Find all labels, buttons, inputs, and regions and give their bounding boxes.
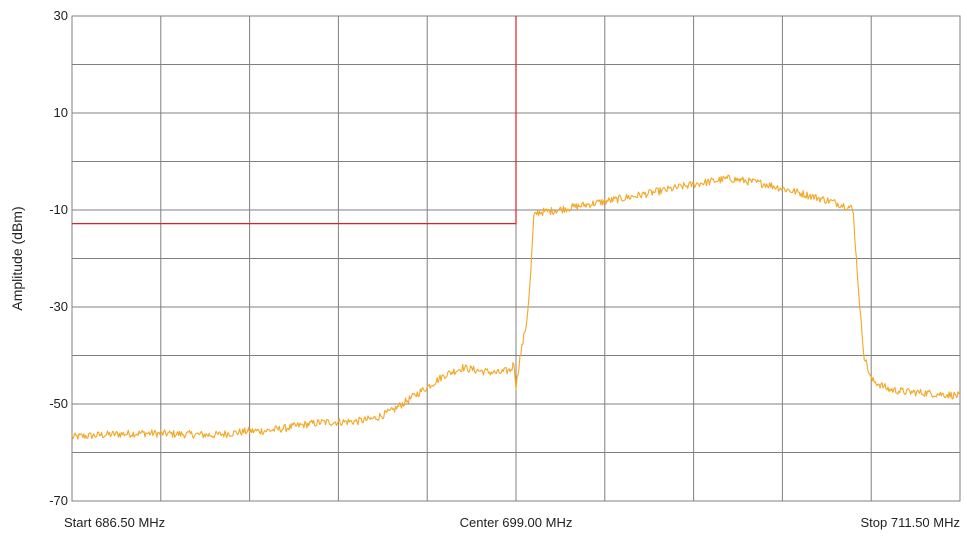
- y-tick-label: -30: [49, 299, 68, 314]
- y-axis-ticks: 30 10 -10 -30 -50 -70: [49, 8, 68, 508]
- x-tick-label: Stop 711.50 MHz: [861, 515, 960, 530]
- y-tick-label: -50: [49, 396, 68, 411]
- spectrum-trace: [71, 174, 961, 440]
- y-axis-title: Amplitude (dBm): [9, 206, 25, 310]
- y-tick-label: -70: [49, 493, 68, 508]
- y-tick-label: -10: [49, 202, 68, 217]
- x-axis-ticks: Start 686.50 MHz Center 699.00 MHz Stop 71…: [64, 515, 960, 530]
- x-tick-label: Center 699.00 MHz: [460, 515, 573, 530]
- y-tick-label: 10: [54, 105, 68, 120]
- limit-line: [72, 16, 517, 225]
- plot-series: [71, 16, 961, 440]
- x-tick-label: Start 686.50 MHz: [64, 515, 165, 530]
- y-tick-label: 30: [54, 8, 68, 23]
